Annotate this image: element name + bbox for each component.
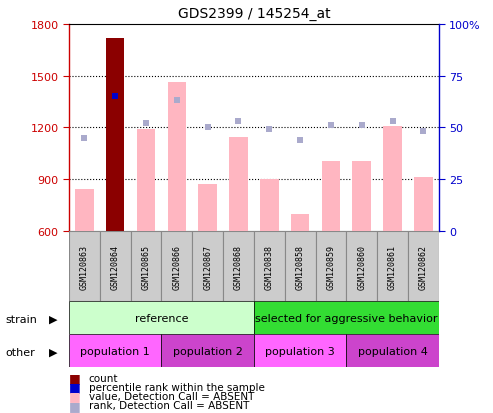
Text: percentile rank within the sample: percentile rank within the sample (89, 382, 265, 392)
Bar (131, 231, 162, 301)
Text: ▶: ▶ (49, 347, 58, 357)
Bar (69, 301, 254, 335)
Bar (75, 190, 94, 231)
Bar (106, 38, 124, 231)
Text: population 2: population 2 (173, 346, 243, 356)
Text: GSM120867: GSM120867 (203, 244, 212, 289)
Text: GSM120866: GSM120866 (173, 244, 181, 289)
Text: population 4: population 4 (357, 346, 427, 356)
Text: GSM120862: GSM120862 (419, 244, 428, 289)
Bar (198, 185, 217, 231)
Bar (284, 231, 316, 301)
Text: GSM120865: GSM120865 (141, 244, 150, 289)
Text: other: other (5, 347, 35, 357)
Text: ■: ■ (69, 380, 81, 394)
Text: GSM120864: GSM120864 (111, 244, 120, 289)
Text: strain: strain (5, 314, 37, 324)
Bar (408, 231, 439, 301)
Text: GSM120861: GSM120861 (388, 244, 397, 289)
Text: population 1: population 1 (80, 346, 150, 356)
Bar (162, 335, 254, 368)
Bar (316, 231, 346, 301)
Bar (260, 180, 279, 231)
Text: GSM120858: GSM120858 (296, 244, 305, 289)
Bar (137, 130, 155, 231)
Text: GSM120859: GSM120859 (326, 244, 335, 289)
Text: ■: ■ (69, 371, 81, 385)
Text: ▶: ▶ (49, 314, 58, 324)
Text: GSM120838: GSM120838 (265, 244, 274, 289)
Text: population 3: population 3 (265, 346, 335, 356)
Bar (254, 301, 439, 335)
Text: GSM120868: GSM120868 (234, 244, 243, 289)
Bar (352, 161, 371, 231)
Bar (254, 231, 284, 301)
Text: ■: ■ (69, 389, 81, 403)
Text: GSM120860: GSM120860 (357, 244, 366, 289)
Bar (384, 126, 402, 231)
Bar (321, 161, 340, 231)
Bar (229, 138, 247, 231)
Bar (100, 231, 131, 301)
Bar (291, 215, 310, 231)
Bar (346, 231, 377, 301)
Text: count: count (89, 373, 118, 383)
Bar (168, 83, 186, 231)
Bar (377, 231, 408, 301)
Text: GSM120863: GSM120863 (80, 244, 89, 289)
Bar (192, 231, 223, 301)
Text: rank, Detection Call = ABSENT: rank, Detection Call = ABSENT (89, 400, 249, 410)
Bar (69, 335, 162, 368)
Bar (414, 178, 433, 231)
Text: selected for aggressive behavior: selected for aggressive behavior (255, 313, 438, 323)
Text: value, Detection Call = ABSENT: value, Detection Call = ABSENT (89, 391, 254, 401)
Text: ■: ■ (69, 399, 81, 412)
Title: GDS2399 / 145254_at: GDS2399 / 145254_at (177, 7, 330, 21)
Bar (162, 231, 192, 301)
Bar (346, 335, 439, 368)
Bar (223, 231, 254, 301)
Bar (254, 335, 346, 368)
Text: reference: reference (135, 313, 188, 323)
Bar (69, 231, 100, 301)
